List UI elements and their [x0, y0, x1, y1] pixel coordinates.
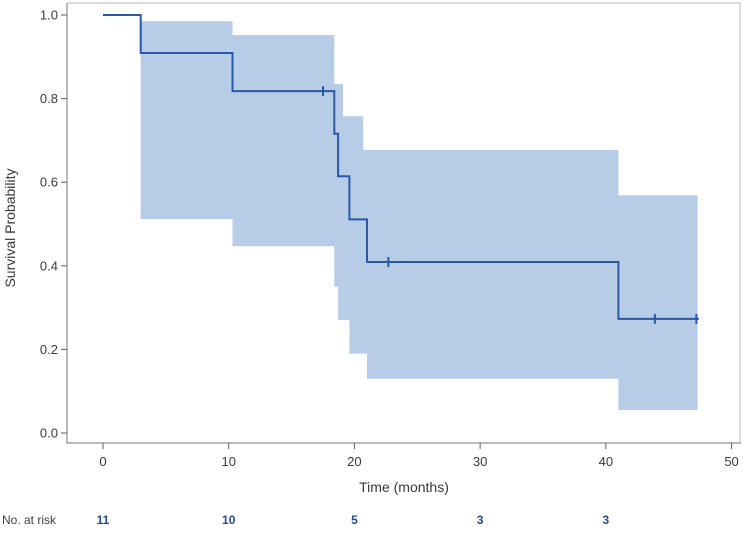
y-tick-label: 0.8	[40, 91, 58, 106]
confidence-band	[140, 21, 698, 411]
y-tick-label: 0.6	[40, 175, 58, 190]
y-tick-label: 1.0	[40, 8, 58, 23]
y-tick-label: 0.0	[40, 426, 58, 441]
tick-labels-layer: 0 10 20 30 40 50 1.0 0.8 0.6 0.4 0.2 0.0	[40, 8, 739, 470]
ci-band-layer	[140, 21, 698, 411]
risk-table-label: No. at risk	[2, 513, 57, 527]
axis-ticks-layer	[61, 14, 733, 449]
y-tick-label: 0.4	[40, 258, 58, 273]
x-tick-label: 40	[599, 454, 613, 469]
x-axis-title: Time (months)	[359, 479, 449, 495]
risk-numbers-layer: 11 10 5 3 3	[97, 513, 610, 527]
risk-count: 10	[222, 513, 236, 527]
plot-frame-left-bottom	[66, 3, 741, 444]
risk-count: 3	[602, 513, 609, 527]
x-tick-label: 10	[221, 454, 235, 469]
x-tick-label: 30	[473, 454, 487, 469]
plot-frame-top-right	[67, 2, 741, 443]
x-tick-label: 20	[347, 454, 361, 469]
x-tick-label: 50	[724, 454, 738, 469]
risk-count: 11	[97, 513, 110, 527]
survival-curve	[103, 14, 699, 320]
y-axis-title: Survival Probability	[2, 168, 18, 287]
x-tick-label: 0	[99, 454, 106, 469]
y-tick-label: 0.2	[40, 342, 58, 357]
risk-count: 3	[477, 513, 484, 527]
risk-count: 5	[351, 513, 358, 527]
plot-frame-layer	[66, 2, 741, 444]
survival-curve-layer	[103, 14, 699, 324]
